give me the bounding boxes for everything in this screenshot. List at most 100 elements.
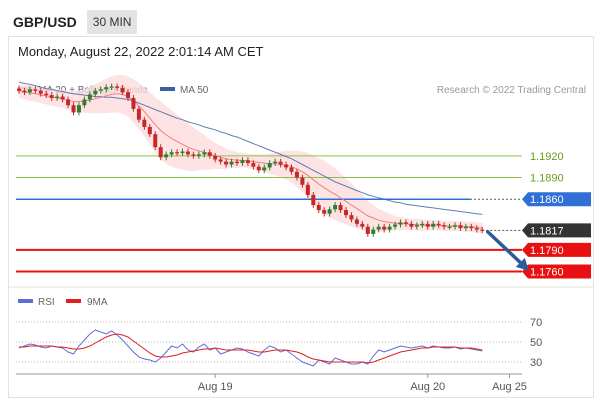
candle-body	[120, 87, 125, 93]
candle-body	[66, 99, 71, 106]
ma9-legend-label: 9MA	[87, 297, 108, 308]
candle-body	[474, 228, 479, 230]
candle-body	[44, 93, 49, 96]
forecast-arrow-head	[515, 257, 529, 271]
candle-body	[262, 167, 267, 171]
candle-body	[305, 184, 310, 195]
candle-body	[27, 89, 32, 93]
candle-body	[316, 205, 321, 211]
rsi-tick-label: 30	[530, 357, 542, 369]
candle-body	[360, 223, 365, 227]
candle-body	[403, 222, 408, 224]
candle-body	[98, 89, 103, 91]
price-pane: 1.1920 1.1890 1.1860 1.1817 1.1790 1.1760	[16, 74, 591, 279]
rsi-pane: 70 50 30	[16, 317, 542, 369]
candle-body	[93, 90, 98, 95]
ma9-line	[19, 333, 483, 364]
candle-body	[371, 229, 376, 234]
candle-body	[87, 94, 92, 100]
candle-body	[284, 164, 289, 168]
candle-body	[463, 226, 468, 229]
candle-body	[458, 225, 463, 229]
candle-body	[469, 226, 474, 229]
candle-body	[136, 108, 141, 120]
rsi-tick-label: 70	[530, 317, 542, 329]
candle-body	[126, 92, 130, 98]
candle-body	[147, 126, 152, 135]
candle-body	[327, 209, 332, 214]
candle-body	[311, 194, 316, 206]
bollinger-band	[19, 74, 483, 234]
rsi-line	[18, 329, 483, 367]
rsi-legend-swatch	[18, 299, 33, 303]
candle-body	[22, 90, 27, 93]
level-label-1.1760: 1.1760	[530, 267, 564, 279]
x-axis: Aug 19 Aug 20 Aug 25	[16, 373, 527, 393]
ma9-legend-swatch	[66, 299, 81, 303]
ma50-legend-swatch	[160, 87, 175, 91]
candle-body	[251, 163, 256, 167]
candle-body	[131, 98, 136, 109]
level-label-1.1860: 1.1860	[530, 194, 564, 206]
candle-body	[447, 226, 452, 228]
candle-body	[420, 223, 425, 226]
candle-body	[245, 160, 250, 164]
candle-body	[224, 161, 229, 165]
candle-body	[431, 223, 436, 227]
candle-body	[289, 167, 294, 172]
candle-body	[382, 226, 387, 230]
candle-body	[191, 154, 196, 156]
candle-body	[376, 226, 381, 230]
candle-body	[480, 229, 485, 231]
candle-body	[49, 95, 54, 98]
forecast-arrow-shaft	[485, 230, 524, 266]
x-tick-label: Aug 20	[410, 381, 445, 393]
candle-body	[240, 160, 245, 164]
candle-body	[294, 171, 299, 178]
candle-body	[82, 99, 87, 106]
level-label-1.1817: 1.1817	[530, 225, 564, 237]
candle-body	[300, 177, 305, 185]
candle-body	[33, 89, 38, 91]
candle-body	[349, 215, 354, 220]
candle-body	[425, 223, 430, 227]
candle-body	[55, 96, 60, 98]
candle-body	[322, 210, 327, 214]
level-tag-1.1760	[522, 264, 591, 279]
rsi-tick-label: 50	[530, 337, 542, 349]
timeframe-badge[interactable]: 30 MIN	[86, 9, 138, 34]
level-tag-1.1860	[522, 192, 591, 207]
candle-body	[273, 161, 278, 164]
candle-body	[207, 152, 212, 156]
candle-body	[213, 155, 218, 160]
candle-body	[202, 152, 207, 155]
candle-body	[256, 166, 261, 171]
candle-body	[229, 161, 234, 165]
candle-body	[76, 105, 81, 113]
candle-body	[442, 225, 447, 227]
rsi-legend: RSI 9MA	[18, 297, 108, 308]
candle-body	[60, 96, 65, 100]
credit: Research © 2022 Trading Central	[437, 85, 586, 96]
candle-body	[414, 225, 419, 227]
candle-body	[398, 222, 403, 225]
pair-title: GBP/USD	[13, 13, 77, 30]
candle-body	[267, 163, 272, 168]
candle-body	[453, 225, 457, 227]
candle-body	[218, 159, 223, 162]
candle-body	[17, 88, 21, 91]
header: GBP/USD 30 MIN	[8, 8, 591, 35]
candle-body	[175, 152, 180, 154]
level-tag-1.1790	[522, 242, 591, 257]
candle-body	[142, 119, 147, 127]
candle-body	[164, 154, 169, 158]
candle-body	[387, 226, 392, 230]
candle-body	[365, 226, 370, 234]
candle-body	[235, 161, 239, 164]
candle-body	[71, 105, 76, 113]
candle-body	[158, 147, 163, 158]
candle-body	[185, 151, 190, 155]
candle-body	[169, 152, 174, 155]
candle-body	[333, 205, 338, 210]
